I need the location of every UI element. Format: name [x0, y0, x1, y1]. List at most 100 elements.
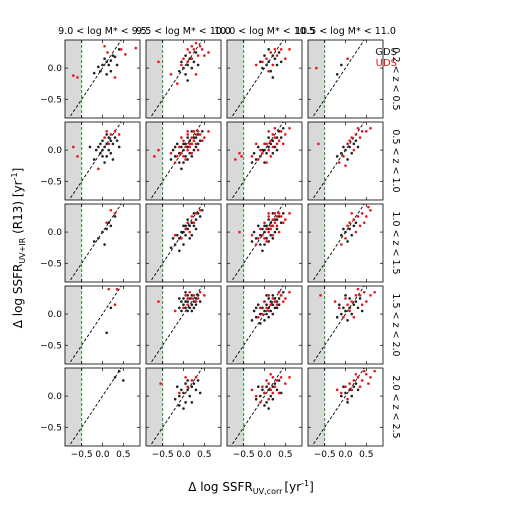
gds-point	[265, 312, 268, 316]
gds-point	[192, 212, 196, 215]
gds-point	[105, 227, 108, 231]
uds-point	[269, 224, 273, 228]
uds-point	[186, 48, 189, 51]
gds-point	[178, 249, 181, 253]
y-tick-label: −0.5	[40, 95, 62, 105]
gds-point	[252, 151, 256, 155]
uds-point	[277, 391, 281, 395]
uds-point	[263, 300, 266, 303]
panel-plot-area	[149, 204, 204, 282]
shaded-region	[146, 286, 163, 364]
gds-point	[188, 306, 192, 310]
y-axis-label-exponent: -1	[10, 172, 19, 180]
gds-point	[194, 297, 198, 300]
gds-point	[184, 155, 187, 158]
uds-point	[124, 53, 127, 56]
gds-point	[271, 139, 275, 143]
gds-point	[180, 309, 183, 313]
gds-point	[198, 300, 202, 303]
gds-point	[105, 142, 108, 146]
gds-point	[254, 237, 258, 240]
uds-point	[188, 145, 192, 149]
uds-point	[284, 57, 287, 61]
shaded-region	[146, 122, 163, 200]
gds-point	[180, 167, 183, 171]
uds-point	[107, 287, 111, 291]
uds-point	[238, 151, 241, 155]
uds-point	[186, 148, 189, 152]
uds-point	[337, 306, 341, 310]
uds-point	[265, 379, 268, 382]
gds-point	[196, 212, 200, 215]
gds-point	[354, 300, 358, 303]
uds-point	[234, 158, 237, 161]
uds-point	[369, 376, 372, 379]
uds-point	[267, 230, 270, 234]
uds-point	[186, 221, 189, 225]
gds-point	[198, 391, 202, 395]
uds-point	[250, 388, 254, 392]
uds-point	[367, 382, 370, 385]
panel-r3-c3	[307, 285, 384, 365]
uds-point	[342, 155, 345, 158]
uds-point	[254, 394, 258, 398]
uds-point	[203, 136, 206, 139]
gds-point	[184, 382, 187, 385]
uds-point	[273, 48, 277, 51]
gds-point	[186, 136, 189, 139]
uds-point	[250, 233, 254, 237]
uds-point	[269, 388, 273, 392]
uds-point	[196, 148, 200, 152]
gds-point	[267, 48, 270, 51]
gds-point	[354, 221, 358, 225]
uds-point	[72, 145, 75, 149]
gds-point	[348, 297, 351, 300]
y-axis-label: Δ log SSFRUV+IR (R13) [yr-1]	[10, 168, 27, 329]
uds-point	[275, 215, 279, 218]
gds-point	[184, 54, 187, 57]
uds-point	[261, 385, 264, 389]
gds-point	[254, 306, 258, 310]
gds-point	[275, 63, 279, 67]
gds-point	[182, 161, 185, 164]
gds-point	[350, 312, 354, 316]
uds-point	[284, 297, 287, 300]
y-tick-label: 0.0	[48, 64, 63, 74]
uds-point	[173, 309, 177, 313]
gds-point	[190, 130, 194, 133]
gds-point	[190, 294, 194, 297]
uds-point	[192, 48, 196, 51]
gds-point	[192, 224, 196, 228]
gds-point	[342, 306, 345, 310]
x-tick-label: 0.0	[257, 450, 272, 460]
gds-point	[192, 60, 196, 64]
uds-point	[186, 133, 189, 136]
gds-point	[265, 401, 268, 404]
uds-point	[192, 130, 196, 133]
uds-point	[273, 126, 277, 130]
uds-point	[281, 221, 285, 225]
uds-point	[279, 215, 283, 218]
gds-point	[194, 303, 198, 307]
gds-point	[111, 54, 115, 57]
uds-point	[271, 63, 275, 67]
gds-point	[184, 300, 187, 303]
panel-plot-area	[149, 40, 210, 118]
uds-point	[180, 136, 183, 139]
uds-point	[269, 303, 273, 307]
panel-r4-c3: −0.5 0.0 0.5	[307, 367, 384, 460]
gds-point	[180, 60, 183, 64]
uds-point	[281, 300, 285, 303]
uds-point	[72, 74, 75, 77]
uds-point	[362, 290, 366, 294]
y-tick-label: −0.5	[40, 177, 62, 187]
gds-point	[171, 237, 175, 240]
gds-point	[263, 54, 266, 57]
gds-point	[267, 407, 270, 410]
uds-point	[186, 385, 189, 389]
gds-point	[352, 385, 356, 389]
uds-point	[344, 385, 347, 389]
uds-point	[350, 212, 354, 215]
uds-point	[261, 312, 264, 316]
uds-point	[342, 315, 345, 319]
